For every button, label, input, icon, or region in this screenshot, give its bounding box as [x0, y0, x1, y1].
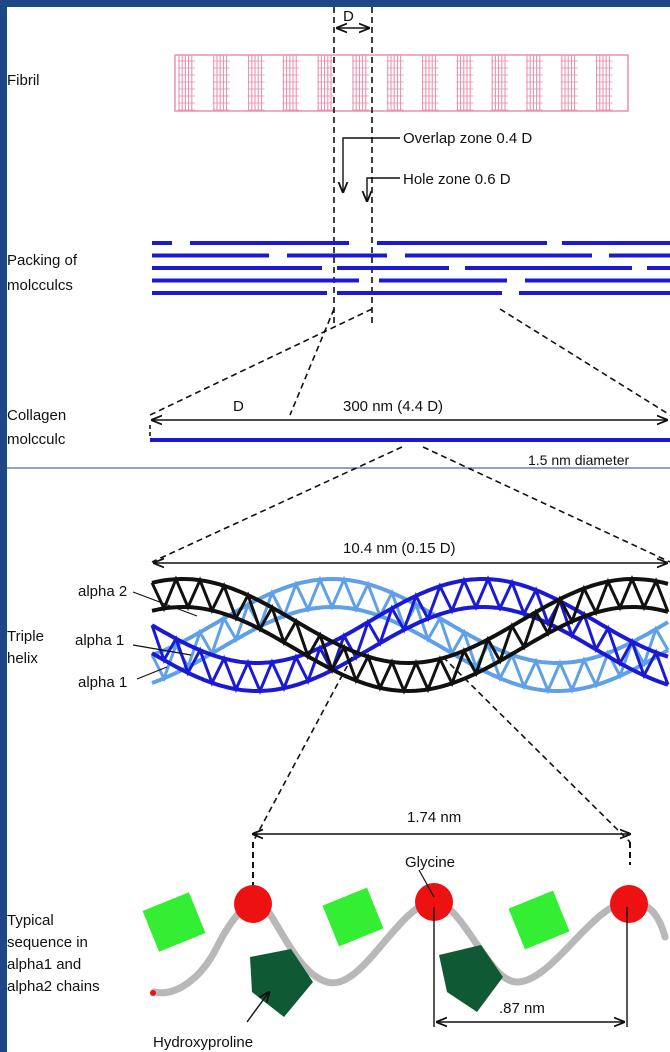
fibril-segment — [386, 55, 404, 111]
fibril-segment — [560, 55, 578, 111]
label-sequence-line1: Typical — [7, 912, 54, 929]
packed-molecules — [152, 241, 670, 295]
fibril-segment — [595, 55, 613, 111]
label-overlap-zone: Overlap zone 0.4 D — [403, 130, 532, 147]
sequence-zoom-line-left — [252, 656, 353, 843]
hole-zone-arrow — [367, 177, 400, 201]
alpha2-strand-zigzag — [150, 575, 670, 695]
chain-terminus-dot — [150, 990, 156, 996]
zoom-line-left-outer — [149, 308, 373, 416]
fibril-segment — [456, 55, 474, 111]
label-molecule-length: 300 nm (4.4 D) — [343, 398, 443, 415]
fibril-segment — [178, 55, 195, 111]
alpha1-dark-strand-edge-bottom — [151, 605, 669, 693]
alpha1-light-strand-edge-top — [151, 576, 670, 665]
hydroxyproline-pentagon-1 — [250, 949, 313, 1017]
fibril-band — [174, 54, 629, 112]
fibril-segment — [526, 55, 543, 111]
alpha2-strand-edge-top — [151, 577, 669, 666]
alpha2-strand — [150, 575, 670, 695]
label-packing-line1: Packing of — [7, 252, 78, 269]
overlap-zone-arrow — [343, 137, 400, 192]
hydroxyproline-pentagon-2 — [439, 945, 503, 1012]
zoom-line-left — [289, 308, 335, 416]
fibril-segment — [317, 55, 335, 111]
glycine-circle-3 — [610, 885, 648, 923]
triple-helix — [150, 575, 670, 695]
label-glycine-spacing: .87 nm — [499, 1000, 545, 1017]
label-helix-pitch: 10.4 nm (0.15 D) — [343, 540, 456, 557]
helix-zoom-line-left — [151, 446, 403, 563]
label-helix-line2: helix — [7, 650, 38, 667]
collagen-diagram: Fibril D Overlap zone 0.4 D Hole zone 0.… — [7, 7, 670, 1051]
collagen-diagram-canvas: Fibril D Overlap zone 0.4 D Hole zone 0.… — [7, 7, 670, 1052]
label-chain-alpha1-b: alpha 1 — [78, 674, 127, 691]
pointer-alpha1-b — [136, 666, 168, 680]
fibril-outline — [174, 54, 629, 112]
label-sequence-line4: alpha2 chains — [7, 978, 100, 995]
alpha2-strand-edge-bottom — [151, 605, 669, 694]
label-molecule-line2: molcculc — [7, 431, 66, 448]
peptide-backbone — [150, 898, 669, 997]
label-sequence-line3: alpha1 and — [7, 956, 81, 973]
residue-square-3 — [508, 890, 570, 950]
fibril-segment — [352, 55, 369, 111]
glycine-pointer — [418, 869, 435, 898]
label-chain-alpha1-a: alpha 1 — [75, 632, 124, 649]
label-hydroxyproline: Hydroxyproline — [153, 1034, 253, 1051]
label-diameter: 1.5 nm diameter — [528, 452, 629, 468]
label-molecule-d: D — [233, 398, 244, 415]
label-period-d: D — [343, 8, 354, 25]
glycine-circle-1 — [234, 885, 272, 923]
glycine-circle-2 — [415, 883, 453, 921]
alpha1-light-strand-edge-bottom — [151, 604, 670, 693]
fibril-segment — [247, 55, 265, 111]
zoom-line-right — [499, 308, 670, 416]
fibril-segment — [282, 55, 300, 111]
sequence-zoom-line-right — [442, 656, 631, 843]
label-residue-spacing: 1.74 nm — [407, 809, 461, 826]
alpha1-dark-strand-edge-top — [151, 577, 669, 665]
fibril-segment — [212, 55, 230, 111]
fibril-segment — [421, 55, 439, 111]
label-glycine: Glycine — [405, 854, 455, 871]
label-packing-line2: molcculcs — [7, 277, 73, 294]
pointer-alpha2 — [132, 591, 198, 617]
residue-square-2 — [322, 887, 384, 947]
helix-zoom-line-right — [422, 446, 670, 563]
label-helix-line1: Triple — [7, 628, 44, 645]
label-molecule-line1: Collagen — [7, 407, 66, 424]
pointer-alpha1-a — [132, 644, 192, 656]
hydroxyproline-arrow — [246, 992, 269, 1023]
label-chain-alpha2: alpha 2 — [78, 583, 127, 600]
label-sequence-line2: sequence in — [7, 934, 88, 951]
label-fibril: Fibril — [7, 72, 40, 89]
residue-square-1 — [142, 892, 206, 952]
label-hole-zone: Hole zone 0.6 D — [403, 171, 511, 188]
fibril-segment — [491, 55, 509, 111]
